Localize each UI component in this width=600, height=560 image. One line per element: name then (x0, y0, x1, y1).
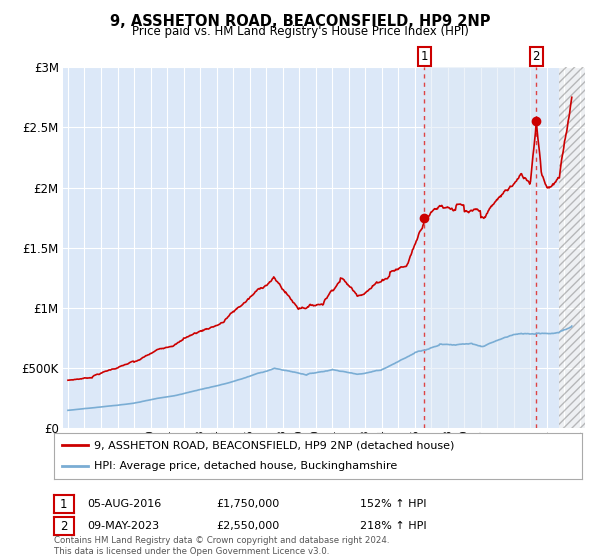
Text: 2: 2 (60, 520, 68, 533)
Text: £2,550,000: £2,550,000 (216, 521, 279, 531)
Text: HPI: Average price, detached house, Buckinghamshire: HPI: Average price, detached house, Buck… (94, 461, 397, 472)
Bar (424, 67, 536, 428)
Text: 05-AUG-2016: 05-AUG-2016 (87, 499, 161, 509)
Bar (559, 67, 585, 428)
Bar (559, 67, 585, 428)
Text: 1: 1 (421, 50, 428, 63)
Text: 09-MAY-2023: 09-MAY-2023 (87, 521, 159, 531)
Text: 9, ASSHETON ROAD, BEACONSFIELD, HP9 2NP: 9, ASSHETON ROAD, BEACONSFIELD, HP9 2NP (110, 14, 490, 29)
Text: Price paid vs. HM Land Registry's House Price Index (HPI): Price paid vs. HM Land Registry's House … (131, 25, 469, 38)
Text: 152% ↑ HPI: 152% ↑ HPI (360, 499, 427, 509)
Text: 9, ASSHETON ROAD, BEACONSFIELD, HP9 2NP (detached house): 9, ASSHETON ROAD, BEACONSFIELD, HP9 2NP … (94, 440, 454, 450)
Text: 1: 1 (60, 497, 68, 511)
Text: £1,750,000: £1,750,000 (216, 499, 279, 509)
Text: 2: 2 (533, 50, 540, 63)
Text: 218% ↑ HPI: 218% ↑ HPI (360, 521, 427, 531)
Text: Contains HM Land Registry data © Crown copyright and database right 2024.
This d: Contains HM Land Registry data © Crown c… (54, 536, 389, 556)
